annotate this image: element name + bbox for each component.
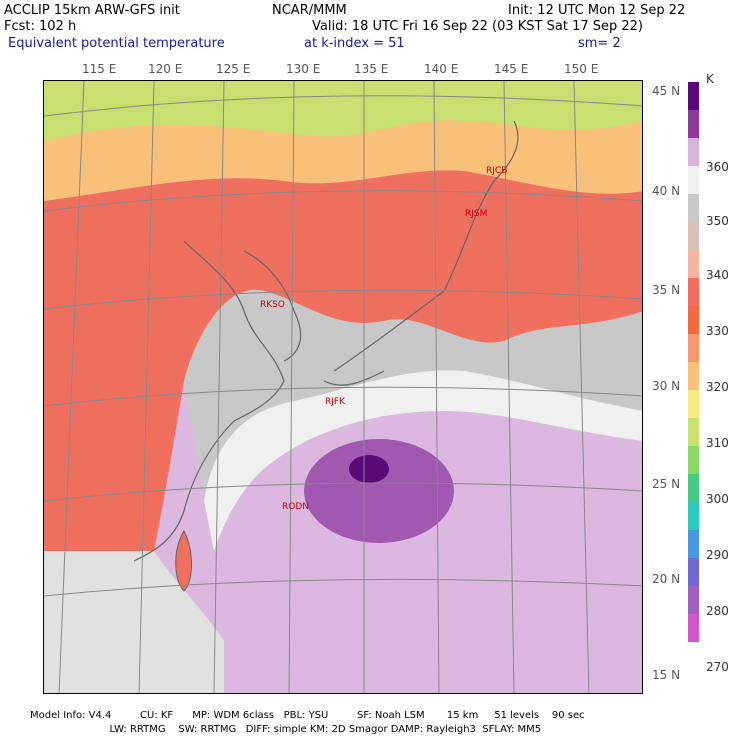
lat-label: 40 N [652,184,681,198]
northern-cool-band [44,81,642,141]
colorbar-swatch [688,474,699,502]
orange-band [44,120,642,201]
lon-label: 145 E [494,62,529,76]
colorbar-swatch [688,110,699,138]
colorbar-swatch [688,362,699,390]
lon-label: 120 E [148,62,183,76]
southwest-grey [44,551,224,693]
lat-label: 15 N [652,668,681,682]
red-region [44,170,642,551]
station-rkso: RKSO [260,300,285,310]
graticule [44,81,642,693]
colorbar-swatch [688,502,699,530]
colorbar-swatch [688,334,699,362]
japan-coast [333,120,519,372]
colorbar-swatch [688,446,699,474]
china-coast [133,240,285,562]
colorbar-label: 330 [706,324,729,338]
lon-label: 115 E [82,62,117,76]
colorbar-swatch [688,586,699,614]
grey-band [184,289,642,501]
field-name: Equivalent potential temperature [8,36,225,51]
valid-time: Valid: 18 UTC Fri 16 Sep 22 (03 KST Sat … [312,19,643,34]
colorbar-units: K [706,72,714,86]
colorbar-swatch [688,250,699,278]
lon-label: 125 E [216,62,251,76]
colorbar-label: 350 [706,214,729,228]
init-time: Init: 12 UTC Mon 12 Sep 22 [508,3,686,18]
colorbar-swatch [688,558,699,586]
lat-label: 45 N [652,84,681,98]
colorbar-swatch [688,418,699,446]
taiwan-island [175,529,192,592]
colorbar-swatch [688,278,699,306]
model-title: ACCLIP 15km ARW-GFS init [4,3,180,18]
model-info-line1: Model Info: V4.4 CU: KF MP: WDM 6class P… [30,710,585,721]
kyushu-coast [323,370,385,386]
colorbar-label: 310 [706,436,729,450]
colorbar-label: 360 [706,160,729,174]
white-band [204,370,642,551]
lat-label: 35 N [652,283,681,297]
lon-label: 140 E [424,62,459,76]
lon-label: 130 E [286,62,321,76]
colorbar-swatch [688,306,699,334]
typhoon-core [349,455,389,483]
colorbar-label: 300 [706,492,729,506]
colorbar-label: 320 [706,380,729,394]
colorbar-swatch [688,614,699,642]
org-label: NCAR/MMM [272,3,347,18]
station-rodn: RODN [282,502,309,512]
lon-label: 135 E [354,62,389,76]
korea-coast [243,250,302,362]
smoothing-label: sm= 2 [578,36,621,51]
theta-e-map: RJCB RJSM RKSO RJFK RODN [43,80,643,694]
colorbar-swatch [688,530,699,558]
colorbar-swatch [688,390,699,418]
station-rjcb: RJCB [486,166,507,176]
colorbar-label: 290 [706,548,729,562]
model-info-line2: LW: RRTMG SW: RRTMG DIFF: simple KM: 2D … [30,724,542,735]
lat-label: 30 N [652,379,681,393]
colorbar-swatch [688,82,699,110]
colorbar-label: 270 [706,660,729,674]
lat-label: 25 N [652,477,681,491]
typhoon-outer [304,439,454,543]
lat-label: 20 N [652,572,681,586]
forecast-hour: Fcst: 102 h [4,19,77,34]
lon-label: 150 E [564,62,599,76]
level-label: at k-index = 51 [304,36,405,51]
station-rjfk: RJFK [325,397,346,407]
colorbar-label: 340 [706,268,729,282]
colorbar-swatch [688,166,699,194]
station-rjsm: RJSM [465,209,487,219]
colorbar-swatch [688,138,699,166]
colorbar-swatch [688,194,699,222]
colorbar-label: 280 [706,604,729,618]
colorbar-swatch [688,222,699,250]
